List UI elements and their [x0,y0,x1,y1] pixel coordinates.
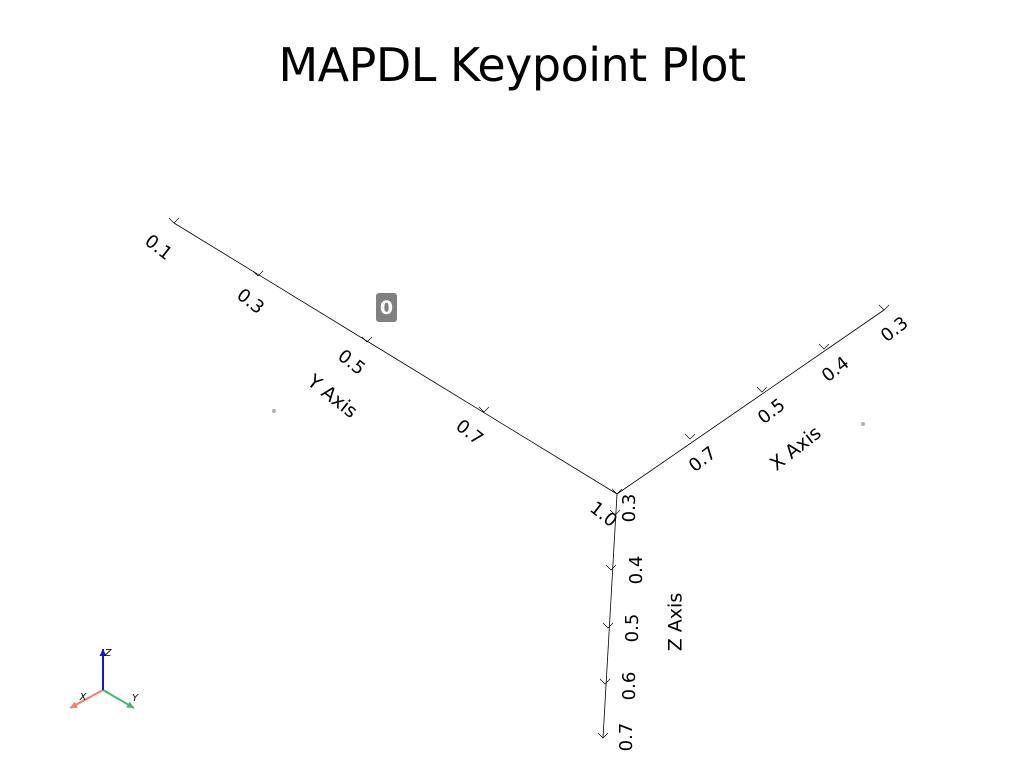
x-axis-tick-mark [818,343,830,350]
x-axis-line [616,309,885,495]
y-axis-tick-label: 1.0 [586,498,621,532]
z-axis-title: Z Axis [665,593,687,651]
x-axis-tick-label: 0.5 [754,395,789,429]
y-axis-title: Y Axis [302,370,361,423]
y-axis-tick-mark [168,217,180,224]
y-axis-line [173,222,618,495]
points-layer: 0 [272,293,865,426]
z-axis-tick-mark [599,678,611,685]
y-axis-tick-mark [478,406,490,413]
widget-y-label: Y [132,693,139,704]
z-axis-tick-mark [602,622,614,629]
y-axis-tick-label: 0.5 [334,346,369,380]
x-axis-tick-label: 0.3 [877,313,912,347]
z-axis-tick-label: 0.3 [619,494,640,523]
widget-z-label: Z [104,648,113,659]
chart-title: MAPDL Keypoint Plot [278,38,746,92]
y-axis-tick-mark [252,270,264,277]
z-axis-tick-mark [609,509,621,516]
widget-y-arrow-head [126,701,134,708]
x-axis-tick-label: 0.4 [818,353,853,387]
y-axis-tick-label: 0.7 [452,416,487,450]
z-axis-tick-label: 0.5 [622,614,643,643]
x-axis-tick-mark [684,433,696,440]
x-axis-title: X Axis [766,422,826,475]
z-axis-tick-label: 0.7 [616,723,637,752]
keypoint-label: 0 [380,297,393,319]
z-axis-tick-mark [597,732,609,739]
z-axis-tick-label: 0.4 [626,556,647,585]
scene-dot [272,409,276,413]
keypoint-label-box [376,293,397,322]
widget-x-arrow-head [70,701,78,708]
z-axis-line [602,493,618,739]
x-axis-tick-label: 0.7 [685,443,720,477]
z-axis-tick-label: 0.6 [619,672,640,701]
y-axis-tick-label: 0.1 [141,231,176,265]
orientation-widget: X Y Z [69,648,139,709]
axes-layer [168,217,890,739]
x-axis-tick-mark [756,386,768,393]
scene-dot [861,422,865,426]
x-axis-tick-mark [878,304,890,311]
widget-z-arrow-head [99,649,107,656]
y-axis-tick-mark [361,336,373,343]
z-axis-tick-mark [605,564,617,571]
widget-x-label: X [79,692,88,703]
y-axis-tick-label: 0.3 [233,285,268,319]
